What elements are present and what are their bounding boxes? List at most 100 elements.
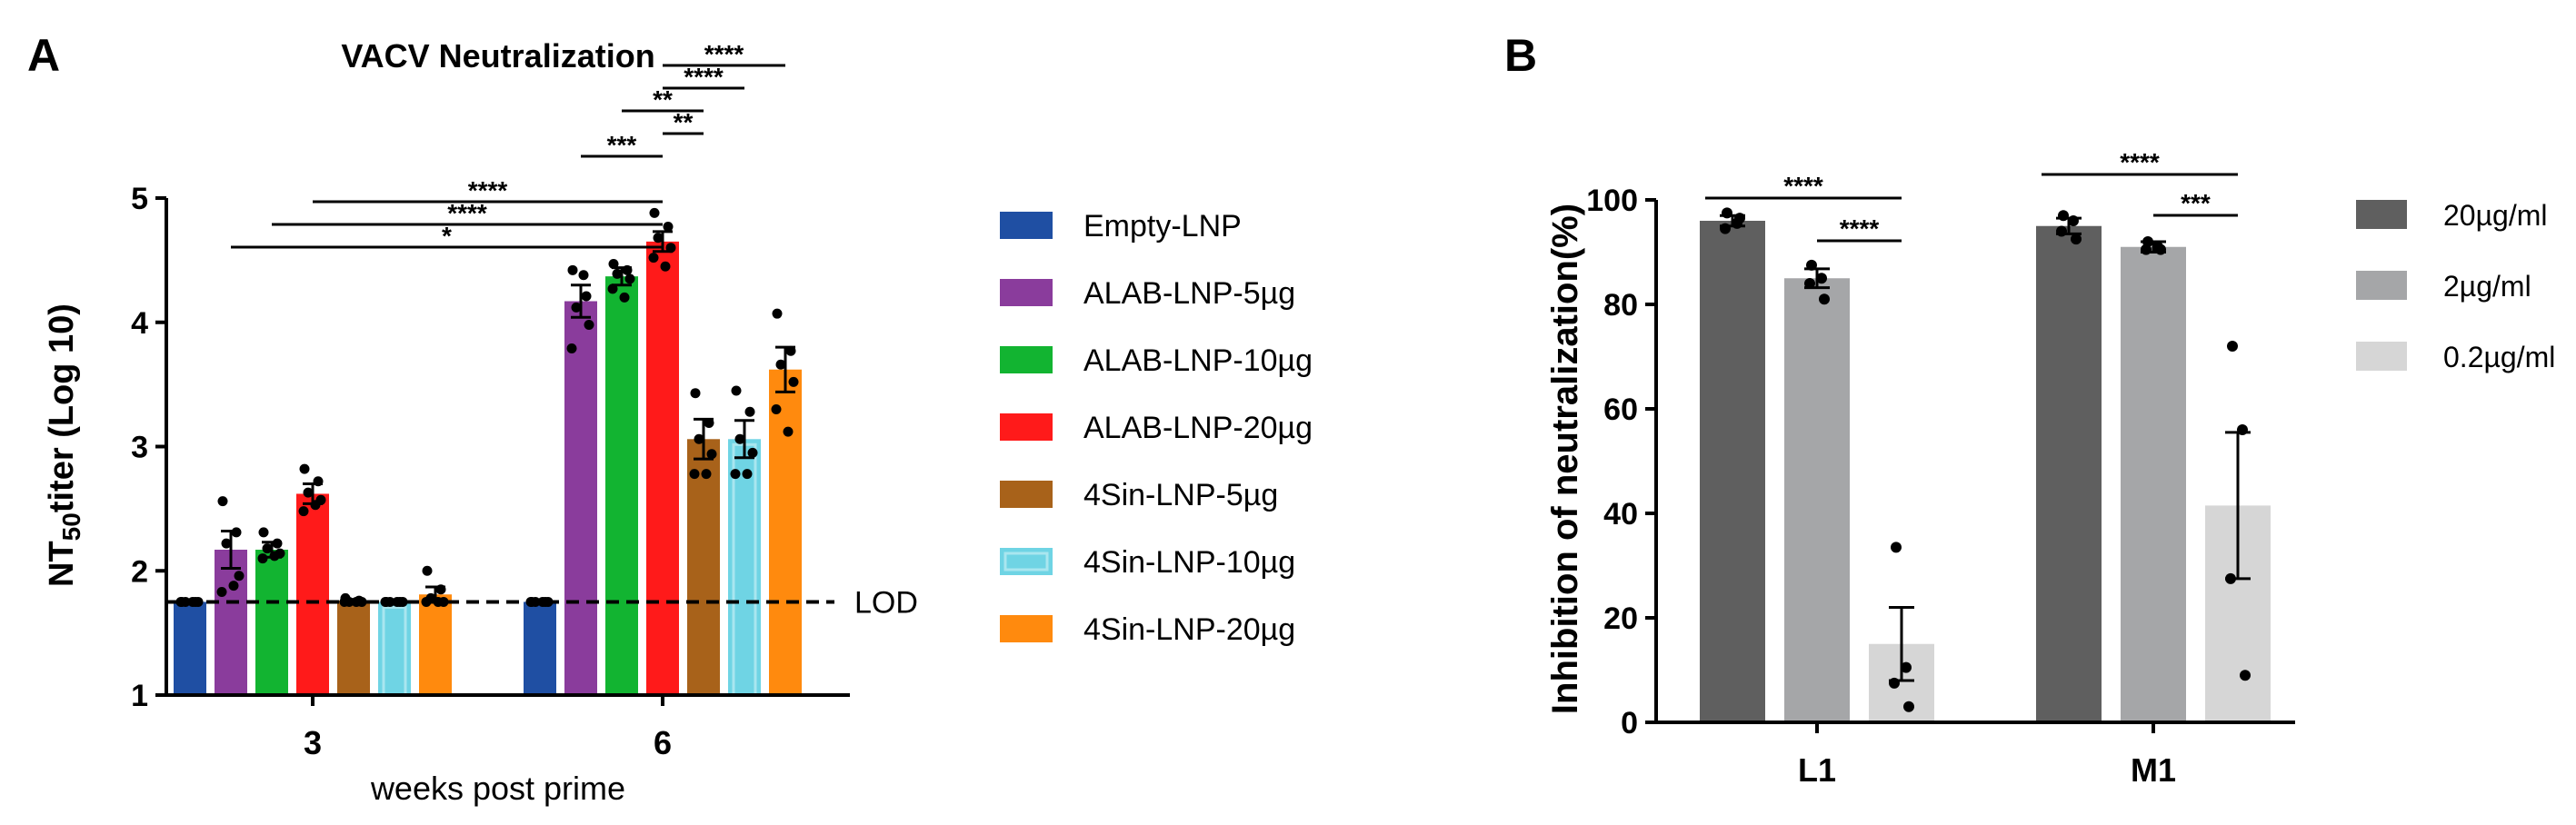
y-tick-label: 20: [1603, 601, 1638, 636]
chart-b: 0 20 40 60 80 100 L1 M1 Inhibition of neutraliza…: [1545, 148, 2555, 789]
legend-label: 0.2µg/ml: [2443, 341, 2555, 373]
legend-label: ALAB-LNP-20µg: [1083, 411, 1313, 445]
data-point: [731, 385, 742, 396]
data-point: [648, 253, 659, 263]
data-point: [771, 403, 782, 414]
bar: [605, 276, 638, 695]
data-point: [571, 302, 582, 313]
data-point: [660, 261, 671, 272]
significance-label: ****: [2120, 148, 2160, 176]
y-tick-label: 3: [131, 431, 148, 465]
chart-title: VACV Neutralization: [341, 37, 654, 75]
data-point: [1720, 223, 1731, 234]
data-point: [649, 207, 660, 218]
data-point: [2240, 670, 2251, 681]
bar: [419, 594, 452, 695]
significance-label: **: [674, 108, 694, 136]
y-tick-label: 4: [131, 306, 148, 341]
data-point: [704, 418, 714, 429]
data-point: [537, 596, 548, 607]
legend-label: 4Sin-LNP-20µg: [1083, 612, 1295, 647]
data-point: [1819, 293, 1830, 305]
y-tick-label: 80: [1603, 288, 1638, 323]
data-point: [689, 469, 700, 480]
y-tick-label: 100: [1586, 184, 1638, 218]
significance-label: *: [442, 222, 452, 250]
x-axis-label: weeks post prime: [370, 770, 625, 807]
legend-swatch: [2356, 271, 2407, 300]
data-point: [299, 463, 310, 474]
legend-swatch: [1000, 615, 1053, 642]
panel-a-label: A: [27, 30, 60, 81]
data-point: [747, 447, 758, 458]
data-point: [2071, 234, 2082, 245]
data-point: [258, 527, 269, 538]
y-tick-label: 5: [131, 182, 148, 216]
data-point: [581, 291, 592, 302]
significance-label: **: [653, 85, 673, 114]
legend-label: 4Sin-LNP-5µg: [1083, 478, 1278, 512]
legend-label: Empty-LNP: [1083, 209, 1242, 244]
bar: [564, 301, 597, 695]
data-point: [2227, 341, 2238, 352]
data-point: [706, 449, 717, 460]
data-point: [231, 527, 242, 538]
data-point: [653, 233, 664, 244]
significance-label: ****: [684, 63, 724, 91]
data-point: [1804, 278, 1815, 289]
data-point: [2155, 244, 2166, 255]
data-point: [734, 433, 745, 444]
data-point: [228, 581, 239, 591]
data-point: [2225, 572, 2236, 584]
legend-swatch: [2356, 342, 2407, 371]
data-point: [2237, 424, 2248, 435]
data-point: [257, 553, 268, 564]
significance-label: ****: [704, 40, 744, 68]
legend-swatch: [1000, 212, 1053, 239]
data-point: [2058, 210, 2069, 222]
data-point: [584, 319, 594, 330]
data-point: [303, 487, 314, 498]
legend-swatch-inner: [1003, 552, 1049, 572]
bar: [1784, 278, 1850, 722]
data-point: [435, 584, 446, 595]
significance-label: ****: [447, 199, 487, 227]
data-point: [624, 273, 635, 284]
y-tick-label: 60: [1603, 393, 1638, 427]
significance-label: ****: [468, 176, 508, 204]
data-point: [690, 388, 701, 399]
data-point: [1806, 259, 1817, 271]
data-point: [217, 496, 228, 507]
y-axis-label: NT50titer (Log 10): [43, 303, 85, 587]
data-point: [1903, 701, 1914, 712]
data-point: [619, 292, 630, 303]
data-point: [216, 586, 227, 597]
data-point: [622, 264, 633, 275]
legend-swatch: [1000, 346, 1053, 373]
legend-swatch: [1000, 481, 1053, 508]
x-tick-label: M1: [2131, 751, 2176, 789]
legend-swatch: [1000, 279, 1053, 306]
bar: [2121, 246, 2186, 722]
data-point: [578, 270, 589, 281]
legend-label: 20µg/ml: [2443, 199, 2547, 232]
y-tick-label: 2: [131, 554, 148, 589]
legend-label: 4Sin-LNP-10µg: [1083, 545, 1295, 580]
data-point: [783, 426, 794, 437]
data-point: [1901, 661, 1912, 673]
y-tick-label: 0: [1621, 706, 1638, 741]
data-point: [272, 538, 283, 549]
data-point: [380, 596, 391, 607]
data-point: [1734, 213, 1745, 224]
lod-label: LOD: [854, 585, 918, 620]
legend-label: 2µg/ml: [2443, 270, 2531, 303]
data-point: [2141, 244, 2152, 255]
legend-swatch: [2356, 200, 2407, 229]
x-tick-label: 6: [654, 724, 672, 761]
significance-label: ***: [607, 131, 637, 159]
significance-label: ****: [1840, 214, 1880, 243]
data-point: [566, 343, 577, 353]
data-point: [1722, 207, 1732, 219]
data-point: [772, 308, 783, 319]
data-point: [175, 596, 186, 607]
